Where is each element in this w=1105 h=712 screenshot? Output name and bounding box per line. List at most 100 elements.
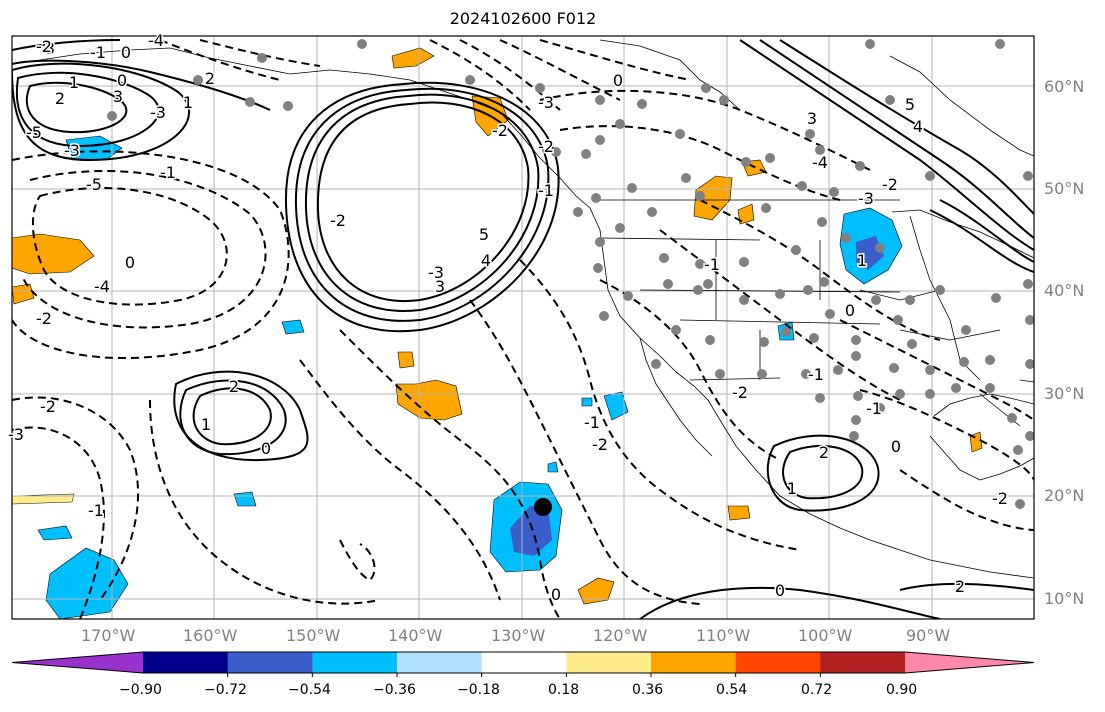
contour-label: -5 (86, 175, 102, 194)
colorbar-segment (312, 652, 398, 673)
contour-label: -2 (492, 121, 508, 140)
lat-label-30: 30°N (1044, 384, 1085, 403)
contour-label: -1 (584, 413, 600, 432)
contour-label: 0 (551, 585, 561, 604)
contour-label: -2 (36, 309, 52, 328)
colorbar-segment (820, 652, 906, 673)
contour-label: 2 (229, 377, 239, 396)
shaded-blue-10 (581, 397, 593, 407)
contour-label: 1 (183, 93, 193, 112)
contour-label: -1 (90, 43, 106, 62)
contour-label: -3 (538, 93, 554, 112)
contour-label: 4 (913, 117, 923, 136)
lat-label-20: 20°N (1044, 486, 1085, 505)
contour-label: 3 (807, 109, 817, 128)
colorbar-segment (143, 652, 229, 673)
contour-label: -3 (8, 425, 24, 444)
lon-label-150w: 150°W (286, 626, 341, 645)
contour-label: -3 (64, 141, 80, 160)
colorbar-tick-label: −0.18 (457, 682, 500, 698)
contour-label: 0 (775, 581, 785, 600)
contour-label: -4 (148, 31, 164, 50)
lon-label-160w: 160°W (183, 626, 238, 645)
chart-title: 2024102600 F012 (449, 9, 597, 28)
contour-label: 3 (113, 87, 123, 106)
shaded-orange-10 (577, 577, 615, 605)
contour-label: -5 (26, 123, 42, 142)
colorbar-segment (735, 652, 821, 673)
colorbar-segment (651, 652, 737, 673)
contour-label: 2 (55, 89, 65, 108)
shaded-orange-6 (397, 351, 415, 369)
colorbar-segment (227, 652, 313, 673)
station-dots (107, 39, 1034, 509)
contours-dashed (12, 39, 1034, 619)
contour-label: -3 (428, 263, 444, 282)
contour-label: 2 (955, 577, 965, 596)
colorbar-tick-label: 0.90 (886, 682, 918, 698)
colorbar-tick-label: −0.36 (373, 682, 416, 698)
contour-label: -1 (160, 163, 176, 182)
contour-label: -1 (704, 255, 720, 274)
contour-label: 1 (201, 415, 211, 434)
colorbar-segment (566, 652, 652, 673)
grid-lines (12, 36, 1034, 619)
contour-label: 2 (205, 69, 215, 88)
shaded-orange-3 (391, 47, 435, 69)
contour-label: 2 (819, 443, 829, 462)
contour-label: 5 (479, 225, 489, 244)
contour-label: -2 (732, 383, 748, 402)
contour-label: 0 (891, 437, 901, 456)
lon-label-90w: 90°W (906, 626, 951, 645)
contour-label: 4 (481, 251, 491, 270)
contour-label: -1 (808, 365, 824, 384)
lon-label-170w: 170°W (81, 626, 136, 645)
shaded-blue-1 (65, 135, 123, 161)
colorbar-segment (481, 652, 567, 673)
contour-label: -4 (812, 153, 828, 172)
contour-label: -4 (94, 277, 110, 296)
lon-label-140w: 140°W (388, 626, 443, 645)
colorbar-tick-label: 0.54 (716, 682, 748, 698)
contour-label: -2 (992, 489, 1008, 508)
contour-label: 0 (121, 43, 131, 62)
contour-label: 0 (613, 71, 623, 90)
lon-label-120w: 120°W (593, 626, 648, 645)
shaded-orange-1 (12, 233, 95, 275)
storm-marker (534, 498, 552, 516)
contours (12, 39, 1034, 619)
colorbar-outline (11, 651, 1035, 674)
contour-label: -3 (858, 189, 874, 208)
map-frame (11, 35, 1035, 620)
shaded-blue-5 (281, 319, 305, 335)
contour-label: -1 (866, 399, 882, 418)
shaded-blue-7 (37, 525, 73, 541)
lat-label-40: 40°N (1044, 281, 1085, 300)
lat-label-60: 60°N (1044, 77, 1085, 96)
colorbar-tick-label: 0.18 (548, 682, 580, 698)
contour-label: -1 (538, 181, 554, 200)
contour-label: -2 (592, 435, 608, 454)
contour-label: -2 (882, 175, 898, 194)
colorbar-extend-max (905, 652, 1034, 673)
contour-label: 0 (845, 301, 855, 320)
contour-label: 1 (787, 479, 797, 498)
contour-label: 3 (435, 277, 445, 296)
shaded-blue-6 (233, 491, 257, 507)
shaded-blue-4 (45, 547, 129, 619)
lat-label-50: 50°N (1044, 179, 1085, 198)
colorbar-extend-min (12, 652, 143, 673)
contour-label: 0 (125, 253, 135, 272)
contour-label: 0 (261, 439, 271, 458)
colorbar-tick-label: −0.54 (288, 682, 331, 698)
colorbar-tick-label: −0.72 (204, 682, 247, 698)
colorbar (11, 651, 1035, 677)
contour-label: 3 (45, 39, 55, 58)
contour-labels: 31 02 3-3-2 -1 0-4-5-4-2-354321-5-3-10-2210-… (7, 30, 1010, 606)
shaded-orange-2 (12, 283, 35, 305)
contour-label: 5 (905, 95, 915, 114)
colorbar-tick-label: 0.72 (801, 682, 833, 698)
lon-label-130w: 130°W (491, 626, 546, 645)
lon-label-110w: 110°W (696, 626, 751, 645)
